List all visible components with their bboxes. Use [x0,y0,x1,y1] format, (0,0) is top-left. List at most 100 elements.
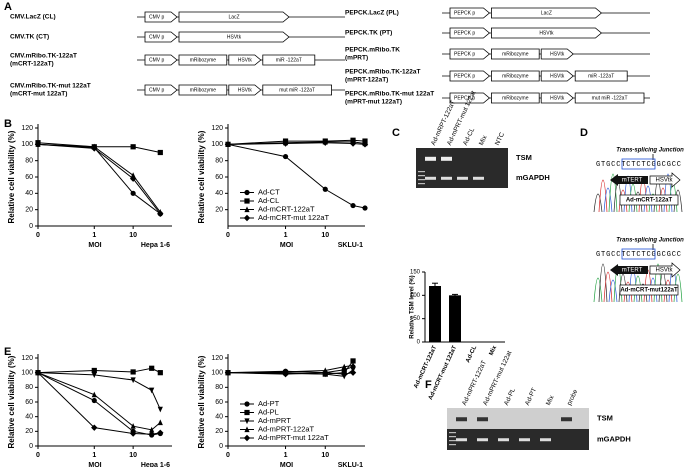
marker [349,140,357,147]
construct-element [449,27,491,39]
y-axis-label: Relative TSM level (%) [410,275,416,338]
ladder-band [449,440,456,442]
construct-name: (mPRT-mut 122aT) [345,99,402,106]
y-tick-label: 80 [25,384,33,391]
trace-peak [648,193,658,213]
panel-label: D [580,127,588,139]
marker [130,377,136,384]
legend-label: Ad-PT [258,399,280,408]
y-tick-label: 100 [410,293,421,299]
panel-label: A [4,1,12,13]
panel-label: B [4,118,12,130]
construct-element [491,27,603,39]
marker [34,141,42,148]
legend-marker [244,409,250,416]
marker [91,391,97,398]
y-tick-label: 20 [215,207,223,214]
element-label: LacZ [228,14,239,20]
element-label: PEPCK p [454,10,475,16]
part-label: mTERT [622,178,643,184]
series-line [37,143,161,215]
lane-label: Ad-PT [524,387,538,407]
element-label: mRibozyme [502,51,529,57]
y-axis-label: Relative cell viability (%) [197,355,206,448]
construct-name: CMV.mRibo.TK-122aT [10,53,77,60]
y-tick-label: 60 [25,174,33,181]
construct-element [491,92,540,104]
marker [224,369,232,376]
construct-name: CMV.TK (CT) [10,34,49,41]
x-tick-label: 10 [321,452,329,459]
junction-label: Trans-splicing Junction [616,238,684,244]
construct-element [178,54,228,66]
construct-element [228,54,262,66]
trace-peak [633,191,643,213]
marker [282,140,289,147]
element-label: HSVtk [539,30,554,36]
x-axis-label: MOI [88,242,101,249]
marker [130,423,136,429]
sequence: GTGCCTCTCTCGGCGCC [596,251,681,259]
trace-peak [608,279,618,303]
construct-element [491,48,540,60]
y-tick-label: 150 [410,270,421,276]
y-tick-label: 60 [25,399,33,406]
marker [341,363,347,370]
lane-label: Mix [478,134,489,147]
x-tick-label: 1 [284,232,288,239]
y-tick-label: 40 [215,414,223,421]
vector-box [619,194,679,206]
ladder-band [449,436,456,438]
y-tick-label: 100 [211,370,223,377]
series-line [37,143,161,213]
cell-line: SKLU-1 [338,242,363,249]
construct-name: PEPCK.mRibo.TK-mut 122aT [345,91,434,98]
marker [157,210,164,217]
trace-peak [673,189,683,213]
marker [130,190,136,196]
legend-label: Ad-PL [258,407,279,416]
element-label: HSVtk [550,95,565,101]
ladder-band [418,183,425,185]
legend-label: Ad-CL [258,196,279,205]
band [441,156,452,161]
construct-name: PEPCK.LacZ (PL) [345,10,399,17]
element-label: CMV p [149,57,165,63]
x-tick-label: 10 [129,232,137,239]
band-label: mGAPDH [516,173,550,182]
band-label: TSM [597,413,613,422]
marker [157,429,164,436]
y-tick-label: 120 [211,125,223,132]
band [473,176,484,180]
vector-label: Ad-mCRT-122aT [626,198,673,204]
element-label: HSVtk [238,57,253,63]
y-tick-label: 20 [215,428,223,435]
element-label: mut miR -122aT [592,95,628,101]
band [425,156,436,161]
sequence: GTGCCTCTCTCGGCGCC [596,161,681,169]
y-axis-label: Relative cell viability (%) [197,130,206,223]
vector-label: Ad-mCRT-mut122aT [620,288,678,294]
element-label: mRibozyme [502,73,529,79]
marker [350,358,356,364]
ladder-band [418,175,425,177]
band [425,176,436,180]
marker [129,430,137,437]
trace-peak [663,279,673,303]
gel-background [416,148,508,188]
trace-peak [603,271,613,303]
element-label: CMV p [149,14,165,20]
band [441,176,452,180]
element-label: PEPCK p [454,51,475,57]
band [477,417,488,422]
marker [91,424,98,431]
ladder-band [449,444,456,446]
element-label: HSVtk [550,51,565,57]
marker [149,426,155,433]
element-label: miR -122aT [588,73,614,79]
element-label: LacZ [541,10,552,16]
series-line [37,143,161,215]
y-tick-label: 40 [25,414,33,421]
element-label: HSVtk [227,34,242,40]
element-label: CMV p [149,34,165,40]
